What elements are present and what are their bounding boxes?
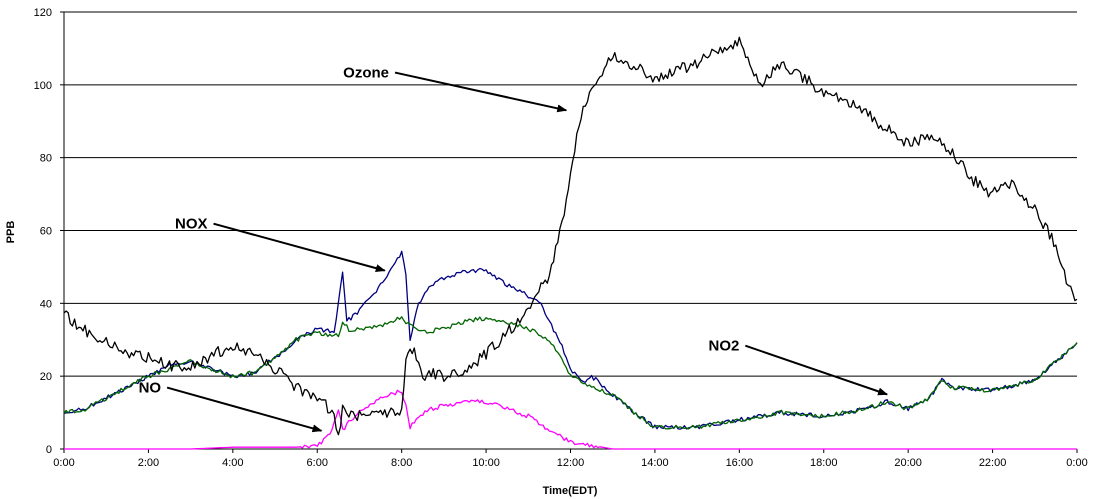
annotation-no2: NO2 [708,338,739,355]
x-tick-label: 8:00 [391,457,412,469]
x-axis-ticks: 0:00 2:00 4:00 6:00 8:00 10:00 12:00 14:00 16:00… [53,449,1088,469]
y-tick-label: 20 [40,371,52,383]
x-tick-label: 14:00 [641,457,669,469]
y-tick-label: 60 [40,226,52,238]
annotation-nox: NOX [175,216,208,233]
x-tick-label: 6:00 [307,457,328,469]
x-axis-title: Time(EDT) [543,485,598,497]
x-tick-label: 20:00 [894,457,922,469]
y-tick-label: 100 [34,80,52,92]
series-line-no2 [63,316,1078,430]
y-tick-label: 40 [40,298,52,310]
annotations: Ozone NOX NO NO2 [139,65,889,433]
annotation-arrow-no [166,386,323,433]
annotation-ozone: Ozone [343,65,389,82]
x-tick-label: 0:00 [1066,457,1087,469]
annotation-no: NO [139,380,162,397]
annotation-arrow-ozone [394,71,568,113]
x-tick-label: 18:00 [810,457,838,469]
x-tick-label: 10:00 [472,457,500,469]
y-tick-label: 80 [40,153,52,165]
y-tick-label: 0 [46,444,52,456]
x-tick-label: 2:00 [138,457,159,469]
series-line-no [64,389,1077,450]
x-tick-label: 0:00 [53,457,74,469]
y-axis-ticks: 0 20 40 60 80 100 120 [34,7,64,456]
x-tick-label: 22:00 [979,457,1007,469]
x-tick-label: 12:00 [557,457,585,469]
y-axis-title: PPB [5,221,17,244]
annotation-arrow-nox [213,222,386,273]
grid-lines [64,11,1077,377]
annotation-arrow-no2 [745,344,889,396]
series-lines [63,36,1078,450]
x-tick-label: 4:00 [222,457,243,469]
series-line-ozone [63,36,1078,436]
series-line-nox [63,250,1078,430]
y-tick-label: 120 [34,7,52,19]
x-tick-label: 16:00 [726,457,754,469]
